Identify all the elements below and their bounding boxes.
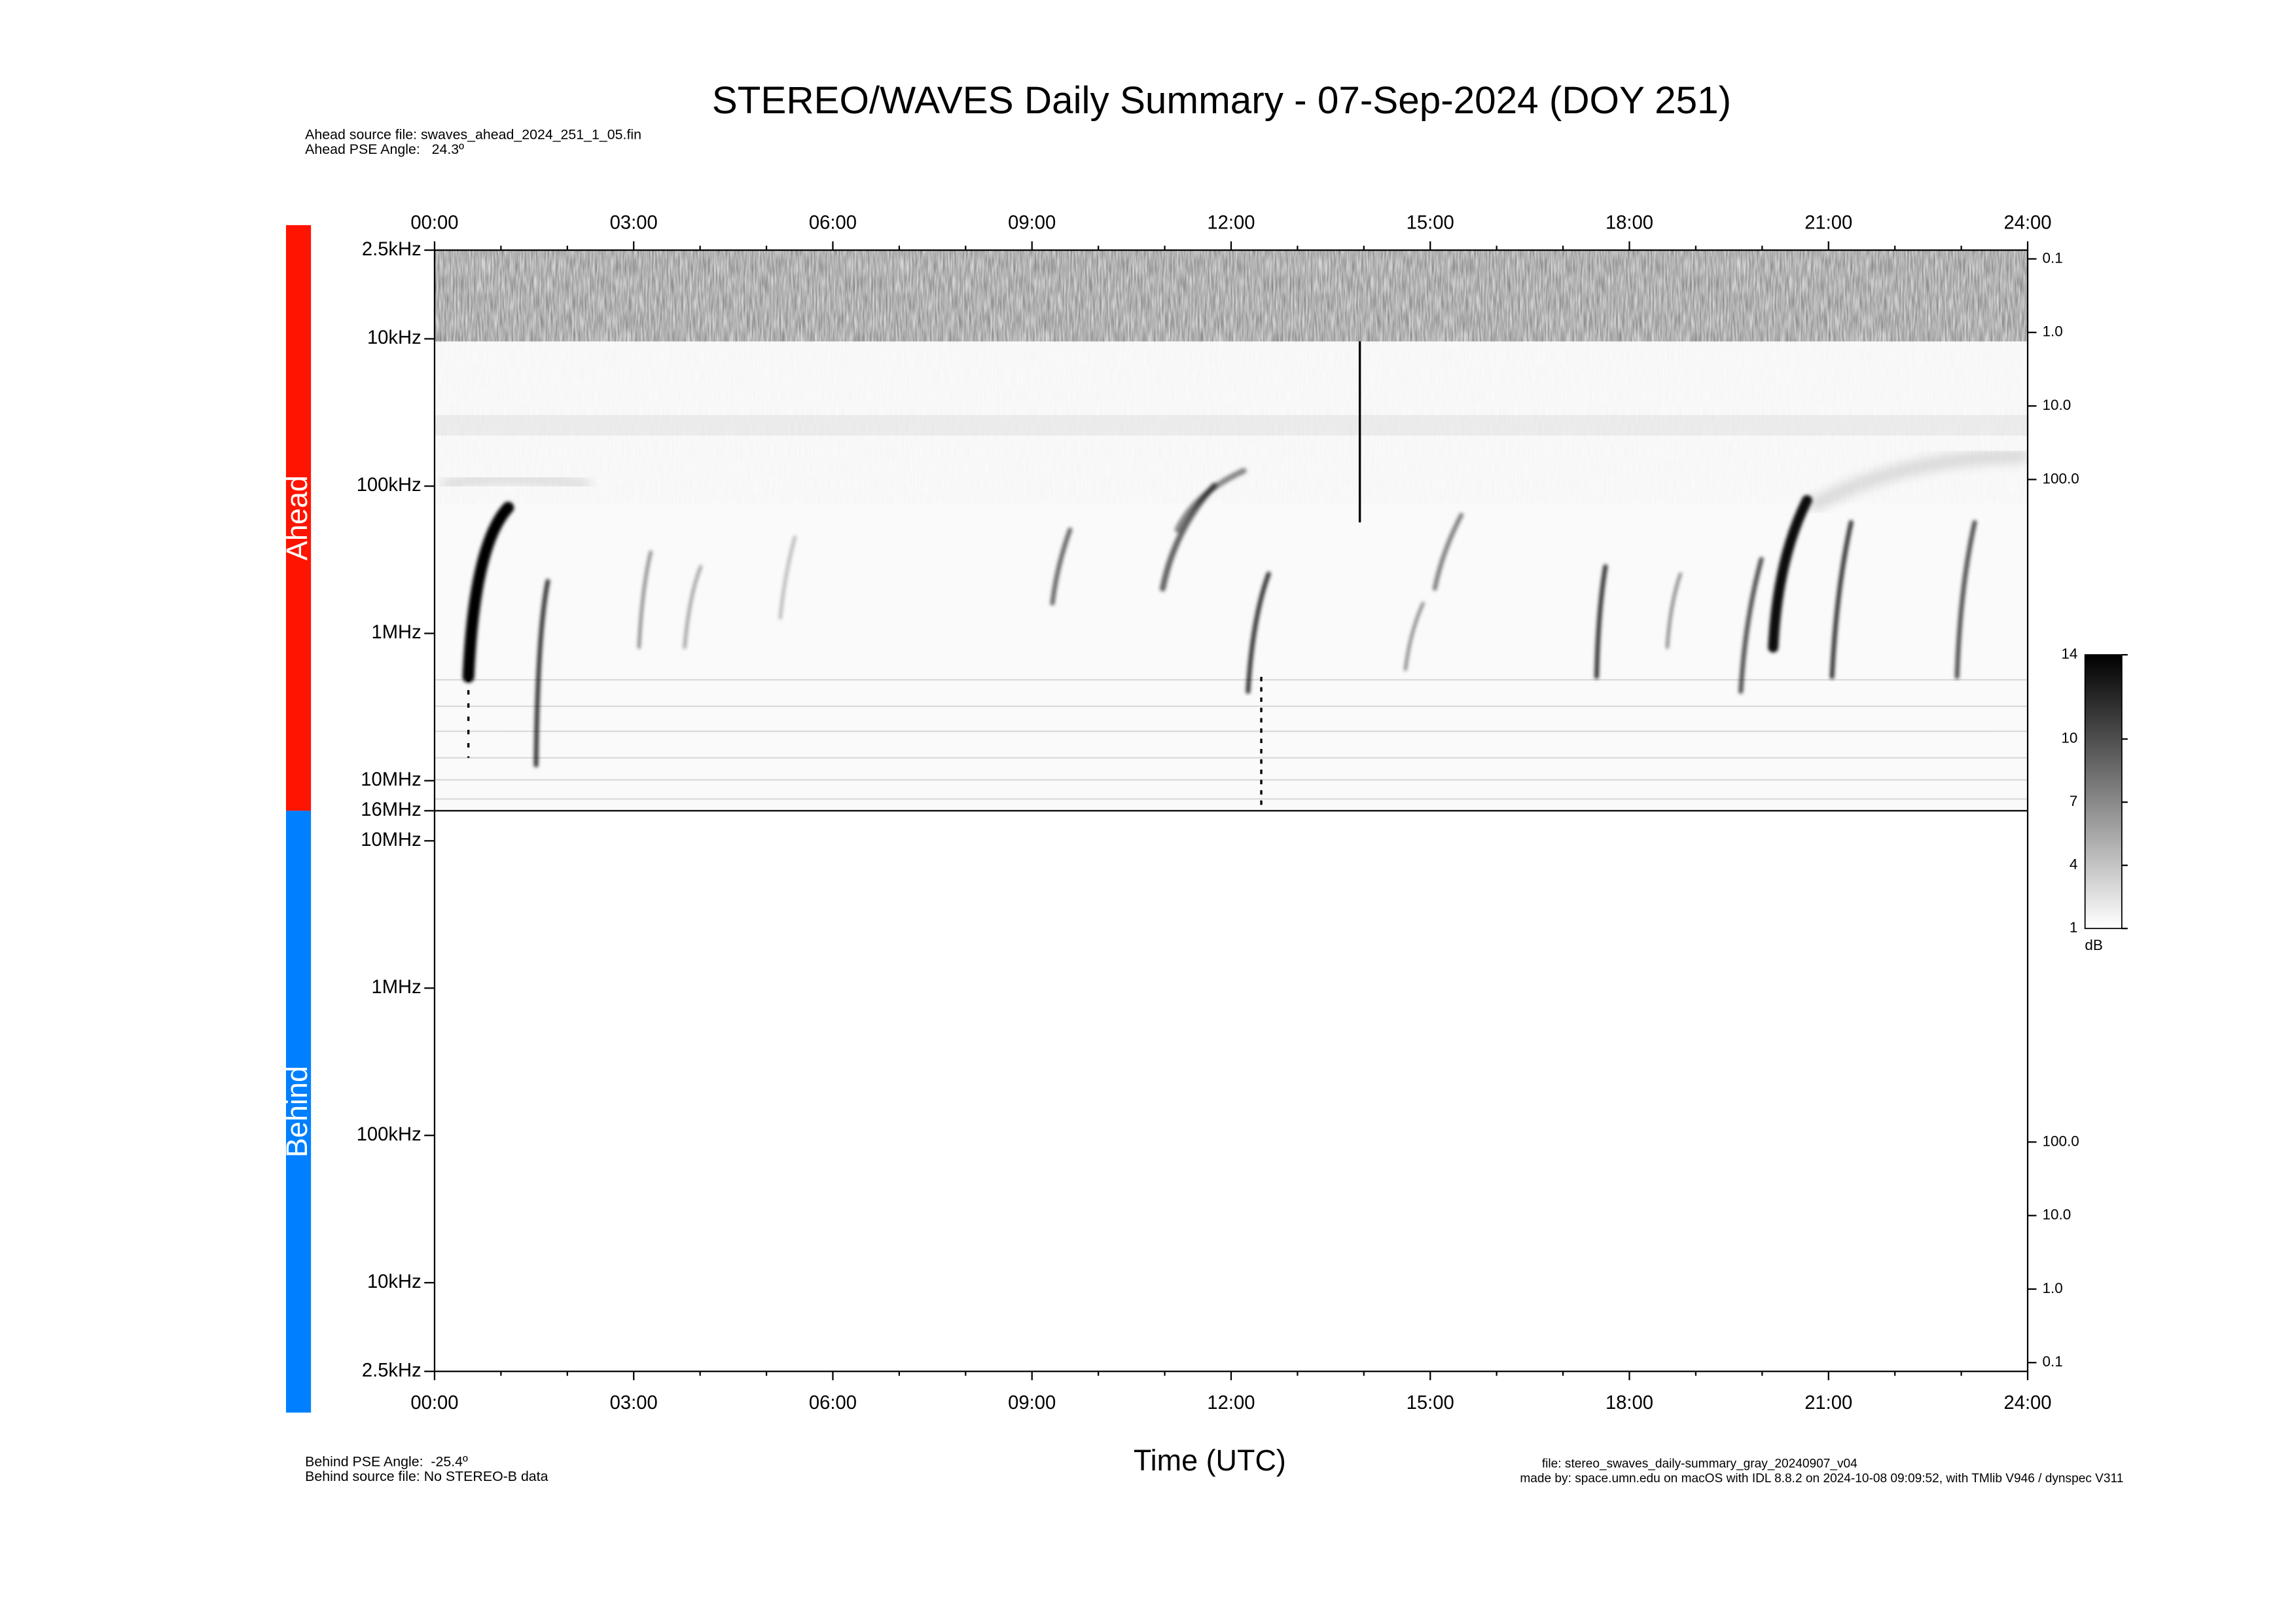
x-tick-label: 06:00 [809, 212, 857, 233]
y-tick-label: 2.5kHz [362, 1360, 422, 1381]
y2-tick-label: 100.0 [2042, 470, 2079, 486]
x-tick-label: 03:00 [610, 212, 658, 233]
y2-tick-label: 10.0 [2042, 1207, 2071, 1223]
burst [1432, 513, 1464, 591]
burst [1050, 527, 1073, 606]
panel-bar [285, 811, 312, 1413]
y-tick-label: 10kHz [367, 327, 422, 348]
y-tick-label: 10MHz [361, 830, 422, 850]
burst [1404, 602, 1425, 671]
burst [1768, 495, 1812, 653]
y-tick-label: 2.5kHz [362, 239, 422, 260]
colorbar-tick-label: 4 [2070, 856, 2078, 873]
colorbar-label: dB [2085, 937, 2102, 953]
x-tick-label: 06:00 [809, 1393, 857, 1413]
x-tick-label: 12:00 [1207, 1393, 1255, 1413]
burst [1954, 520, 1977, 680]
title: STEREO/WAVES Daily Summary - 07-Sep-2024… [712, 79, 1731, 122]
x-tick-label: 09:00 [1008, 212, 1056, 233]
y2-tick-label: 0.1 [2042, 249, 2062, 266]
burst [637, 550, 653, 649]
burst [533, 579, 550, 768]
y-tick-label: 100kHz [357, 475, 422, 496]
colorbar-tick-label: 7 [2070, 793, 2078, 809]
x-tick-label: 18:00 [1605, 1393, 1653, 1413]
colorbar [2084, 654, 2123, 930]
x-tick-label: 00:00 [410, 212, 458, 233]
y2-tick-label: 100.0 [2042, 1133, 2079, 1149]
burst [1246, 572, 1271, 694]
burst [1594, 564, 1608, 680]
file-name: file: stereo_swaves_daily-summary_gray_2… [1542, 1457, 1857, 1470]
x-tick-label: 21:00 [1804, 212, 1852, 233]
colorbar-tick-label: 10 [2061, 730, 2077, 746]
x-tick-label: 12:00 [1207, 212, 1255, 233]
y2-tick-label: 1.0 [2042, 323, 2062, 340]
x-tick-label: 09:00 [1008, 1393, 1056, 1413]
x-tick-label: 15:00 [1407, 1393, 1454, 1413]
made-by: made by: space.umn.edu on macOS with IDL… [1520, 1472, 2123, 1486]
diffuse-burst [1806, 450, 2028, 513]
diffuse-burst [440, 472, 590, 492]
y-tick-label: 10kHz [367, 1271, 422, 1292]
low-band-noise [434, 250, 2028, 342]
panel-name: Ahead [280, 475, 314, 560]
behind-pse: Behind PSE Angle: -25.4º [305, 1454, 468, 1470]
burst [778, 536, 797, 620]
x-tick-label: 24:00 [2003, 212, 2051, 233]
panel-bar [285, 225, 312, 811]
colorbar-tick-label: 1 [2070, 919, 2078, 936]
ahead-source: Ahead source file: swaves_ahead_2024_251… [305, 126, 641, 142]
band [434, 414, 2028, 436]
y2-tick-label: 10.0 [2042, 397, 2071, 413]
y-tick-label: 10MHz [361, 769, 422, 790]
behind-source: Behind source file: No STEREO-B data [305, 1468, 548, 1484]
burst [1174, 467, 1247, 533]
bursts [462, 467, 1977, 768]
x-tick-label: 18:00 [1605, 212, 1653, 233]
ahead-pse: Ahead PSE Angle: 24.3º [305, 141, 464, 157]
x-tick-label: 00:00 [410, 1393, 458, 1413]
burst [1666, 572, 1682, 649]
x-tick-label: 03:00 [610, 1393, 658, 1413]
y2-tick-label: 0.1 [2042, 1353, 2062, 1370]
burst [1738, 556, 1764, 694]
y-tick-label: 1MHz [371, 977, 421, 998]
x-tick-label: 24:00 [2003, 1393, 2051, 1413]
burst [683, 565, 703, 649]
x-tick-label: 21:00 [1804, 1393, 1852, 1413]
y2-tick-label: 1.0 [2042, 1280, 2062, 1296]
x-tick-label: 15:00 [1407, 212, 1454, 233]
burst [1829, 520, 1854, 680]
y-tick-label: 1MHz [371, 622, 421, 643]
spectrogram [434, 250, 2028, 811]
burst [462, 501, 514, 683]
y-tick-label: 16MHz [361, 799, 422, 820]
x-axis-label: Time (UTC) [1134, 1444, 1286, 1477]
y-tick-label: 100kHz [357, 1124, 422, 1145]
colorbar-tick-label: 14 [2061, 646, 2077, 662]
rfi-lines [434, 679, 2028, 800]
panel-name: Behind [280, 1066, 314, 1158]
